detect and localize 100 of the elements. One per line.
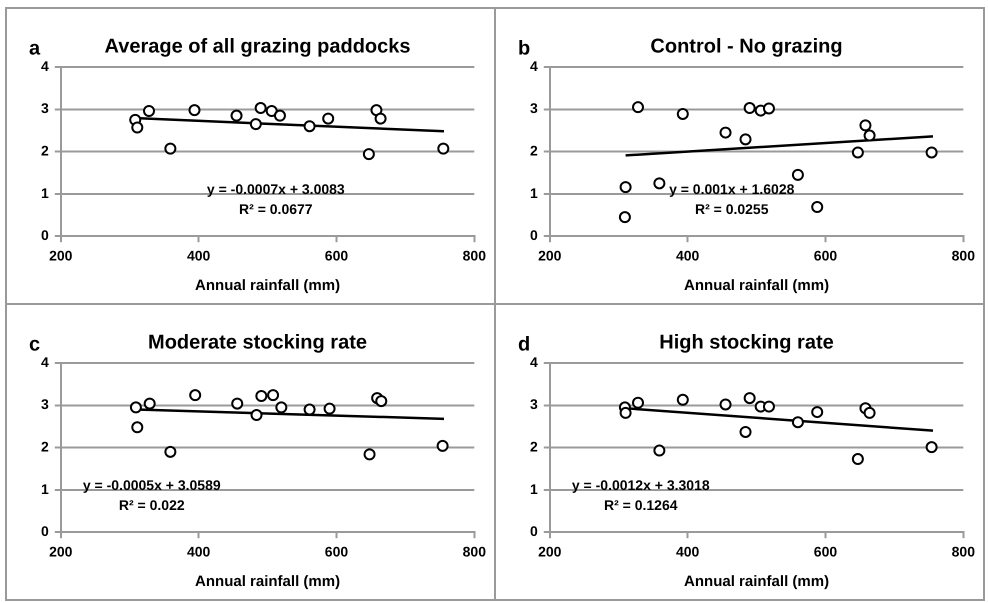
- y-tick-label: 0: [530, 523, 538, 540]
- point: [720, 126, 732, 139]
- point: [255, 390, 268, 402]
- point: [267, 389, 280, 402]
- point: [189, 389, 202, 402]
- point: [375, 395, 388, 408]
- y-tick-label: 1: [40, 480, 49, 497]
- point: [362, 148, 375, 160]
- annotation: R² = 0.022: [118, 497, 185, 514]
- y-tick-label: 4: [40, 58, 49, 74]
- annotation: R² = 0.0255: [694, 201, 769, 218]
- y-tick-label: 2: [40, 142, 49, 158]
- point: [274, 110, 286, 122]
- chart-title: Moderate stocking rate: [148, 332, 367, 354]
- point: [852, 146, 864, 158]
- y-tick-label: 2: [40, 438, 49, 454]
- point: [792, 168, 804, 181]
- point: [144, 398, 156, 410]
- text: d: [518, 334, 530, 356]
- text: a: [29, 38, 41, 60]
- point: [653, 444, 666, 457]
- y-tick-label: 4: [530, 58, 538, 74]
- annotation: R² = 0.0677: [239, 201, 313, 218]
- x-axis-title: Annual rainfall (mm): [195, 277, 340, 294]
- point: [374, 112, 387, 125]
- text: c: [29, 334, 40, 356]
- x-axis-title: Annual rainfall (mm): [684, 277, 830, 294]
- point: [792, 416, 804, 428]
- y-tick-label: 0: [40, 227, 49, 244]
- point: [811, 406, 824, 418]
- y-tick-label: 1: [530, 184, 538, 201]
- point: [143, 104, 156, 117]
- x-axis-title: Annual rainfall (mm): [195, 573, 340, 590]
- annotation: y = 0.001x + 1.6028: [669, 181, 795, 198]
- y-tick-label: 3: [530, 396, 538, 412]
- annotation: y = -0.0007x + 3.0083: [206, 181, 345, 198]
- point: [164, 142, 176, 155]
- point: [131, 421, 144, 434]
- x-tick-label: 200: [49, 543, 73, 560]
- point: [852, 453, 864, 466]
- point: [266, 104, 278, 117]
- point: [618, 211, 631, 224]
- x-tick-label: 600: [814, 247, 838, 264]
- point: [859, 119, 872, 132]
- x-tick-label: 400: [676, 543, 700, 560]
- point: [304, 120, 316, 132]
- point: [437, 142, 450, 155]
- point: [864, 406, 876, 419]
- x-tick-label: 400: [676, 247, 700, 264]
- y-tick-label: 0: [530, 227, 538, 244]
- point: [436, 440, 449, 452]
- point: [231, 398, 244, 410]
- point: [740, 133, 752, 146]
- point: [740, 426, 752, 438]
- point: [322, 112, 334, 125]
- y-tick-label: 3: [530, 100, 538, 116]
- y-tick-label: 3: [40, 100, 49, 116]
- point: [744, 392, 756, 404]
- point: [131, 121, 144, 134]
- point: [744, 102, 756, 114]
- x-tick-label: 200: [538, 247, 562, 264]
- x-tick-label: 600: [324, 247, 348, 264]
- y-tick-label: 2: [530, 438, 538, 454]
- point: [130, 401, 142, 414]
- chart-title: Average of all grazing paddocks: [104, 36, 411, 58]
- chart-title: Control - No grazing: [650, 36, 843, 58]
- point: [676, 394, 689, 406]
- point: [762, 102, 775, 114]
- x-tick-label: 800: [952, 543, 976, 560]
- x-tick-label: 200: [538, 543, 562, 560]
- annotation: y = -0.0005x + 3.0589: [82, 477, 221, 494]
- point: [620, 181, 632, 194]
- point: [275, 401, 288, 414]
- annotation: y = -0.0012x + 3.3018: [572, 477, 710, 494]
- point: [370, 104, 382, 116]
- point: [676, 108, 689, 120]
- point: [364, 448, 376, 460]
- y-tick-label: 0: [40, 523, 49, 540]
- point: [254, 102, 267, 114]
- point: [811, 201, 824, 214]
- point: [653, 177, 666, 190]
- x-axis-title: Annual rainfall (mm): [684, 573, 830, 590]
- point: [864, 130, 876, 142]
- y-tick-label: 4: [530, 354, 538, 370]
- y-tick-label: 1: [40, 184, 49, 201]
- point: [250, 118, 262, 130]
- x-tick-label: 800: [462, 247, 486, 264]
- y-tick-label: 1: [530, 480, 538, 497]
- point: [720, 398, 732, 410]
- point: [632, 101, 644, 114]
- chart-title: High stocking rate: [659, 332, 834, 354]
- point: [762, 400, 775, 413]
- text: b: [518, 38, 530, 60]
- x-tick-label: 400: [186, 543, 211, 560]
- point: [188, 104, 200, 116]
- annotation: R² = 0.1264: [604, 497, 678, 514]
- x-tick-label: 200: [49, 247, 73, 264]
- point: [250, 409, 263, 422]
- x-tick-label: 400: [186, 247, 211, 264]
- x-tick-label: 600: [814, 543, 838, 560]
